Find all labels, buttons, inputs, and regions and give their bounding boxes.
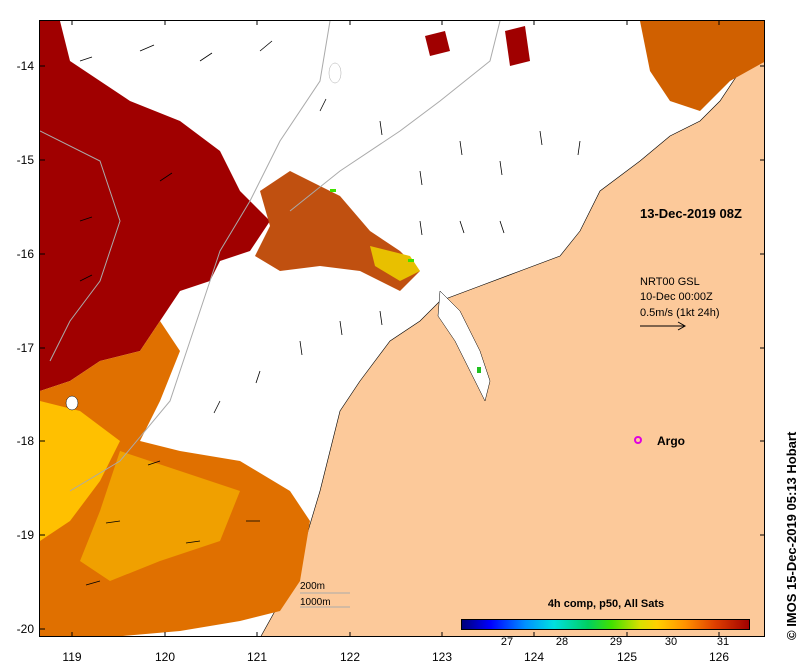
current-source-label: NRT00 GSL	[640, 276, 700, 288]
x-tick-label: 124	[523, 650, 545, 664]
sst-ne-patch	[640, 21, 764, 111]
credit-text: © IMOS 15-Dec-2019 05:13 Hobart	[784, 431, 799, 640]
island	[328, 62, 342, 84]
x-tick-label: 119	[62, 650, 82, 664]
land-mass	[260, 56, 764, 636]
island	[65, 395, 79, 411]
y-tick-label: -18	[16, 434, 34, 448]
y-tick-label: -19	[16, 528, 34, 542]
map-plot-area	[39, 20, 765, 637]
x-tick-label: 126	[708, 650, 730, 664]
x-tick-label: 125	[616, 650, 638, 664]
current-scale-label: 0.5m/s (1kt 24h)	[640, 307, 720, 319]
sst-green-pixel	[477, 367, 481, 373]
sst-green-pixel	[408, 259, 414, 262]
sst-green-pixel	[330, 189, 336, 192]
argo-label: Argo	[657, 434, 685, 448]
colorbar-tick: 28	[555, 636, 569, 648]
isobath-1000m	[69, 21, 331, 492]
argo-float-icon[interactable]	[634, 436, 642, 444]
colorbar-title: 4h comp, p50, All Sats	[547, 598, 665, 610]
y-tick-label: -14	[16, 59, 34, 73]
colorbar-tick: 29	[609, 636, 623, 648]
reference-arrow	[640, 321, 687, 331]
gulf-inlet	[437, 290, 491, 402]
x-tick-label: 122	[339, 650, 361, 664]
date-stamp: 13-Dec-2019 08Z	[640, 206, 742, 221]
sst-hot-region	[40, 21, 270, 391]
current-arrows	[79, 40, 581, 586]
colorbar-tick: 31	[716, 636, 730, 648]
sst-map	[40, 21, 764, 636]
sst-mid-region-2	[80, 451, 240, 581]
isobath-200m-label: 200m	[300, 581, 326, 592]
isobath-200m	[40, 130, 121, 362]
y-tick-label: -16	[16, 247, 34, 261]
isobath-1000m-label: 1000m	[300, 597, 331, 608]
sst-north-patch-2	[505, 26, 530, 66]
y-tick-label: -17	[16, 341, 34, 355]
colorbar	[461, 619, 750, 630]
y-tick-label: -20	[16, 622, 34, 636]
current-time-label: 10-Dec 00:00Z	[640, 291, 713, 303]
x-tick-label: 123	[431, 650, 453, 664]
sst-north-patch	[425, 31, 450, 56]
x-tick-label: 121	[246, 650, 268, 664]
sst-plume-yellow	[370, 246, 420, 281]
colorbar-tick: 30	[664, 636, 678, 648]
x-tick-label: 120	[154, 650, 176, 664]
y-tick-label: -15	[16, 153, 34, 167]
sst-mid-region	[40, 401, 120, 541]
isobath-deep	[289, 21, 501, 212]
colorbar-tick: 27	[500, 636, 514, 648]
